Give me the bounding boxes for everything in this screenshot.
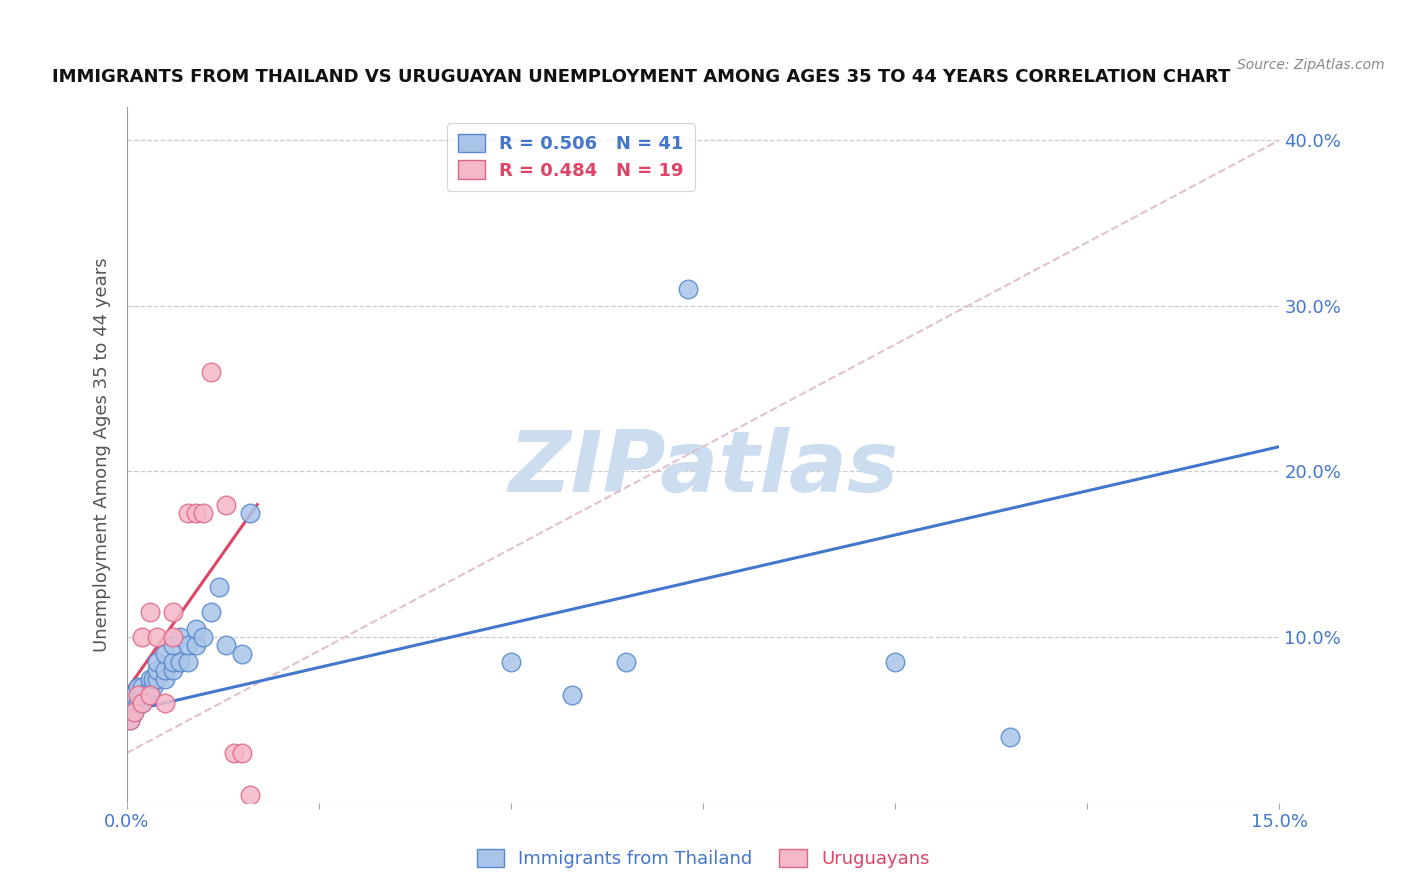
Point (146, 630, 169, 644)
Point (146, 663, 169, 677)
Point (127, 697, 149, 711)
Point (177, 506, 200, 520)
Point (142, 680, 165, 694)
Point (131, 697, 153, 711)
Text: IMMIGRANTS FROM THAILAND VS URUGUAYAN UNEMPLOYMENT AMONG AGES 35 TO 44 YEARS COR: IMMIGRANTS FROM THAILAND VS URUGUAYAN UN… (52, 68, 1230, 86)
Point (1000, 730, 1022, 744)
Point (208, 581, 231, 595)
Point (193, 630, 215, 644)
Point (499, 655, 522, 669)
Point (162, 630, 184, 644)
Point (122, 688, 145, 702)
Point (614, 655, 637, 669)
Point (224, 746, 246, 760)
Point (122, 705, 145, 719)
Legend: Immigrants from Thailand, Uruguayans: Immigrants from Thailand, Uruguayans (468, 840, 938, 877)
Point (162, 663, 184, 677)
Point (884, 655, 907, 669)
Point (184, 506, 207, 520)
Point (200, 605, 222, 619)
Point (146, 672, 169, 686)
Point (238, 788, 260, 802)
Point (153, 647, 176, 661)
Point (138, 688, 160, 702)
Point (127, 688, 149, 702)
Point (162, 639, 184, 653)
Point (138, 672, 160, 686)
Point (131, 630, 153, 644)
Point (120, 713, 142, 727)
Point (215, 639, 238, 653)
Point (184, 639, 207, 653)
Text: ZIPatlas: ZIPatlas (508, 427, 898, 510)
Point (162, 655, 184, 669)
Text: Source: ZipAtlas.com: Source: ZipAtlas.com (1237, 58, 1385, 72)
Point (153, 697, 176, 711)
Point (231, 746, 253, 760)
Point (122, 705, 145, 719)
Point (200, 365, 222, 379)
Point (131, 680, 153, 694)
Point (162, 605, 184, 619)
Point (177, 655, 200, 669)
Y-axis label: Unemployment Among Ages 35 to 44 years: Unemployment Among Ages 35 to 44 years (93, 258, 111, 652)
Point (131, 688, 153, 702)
Point (153, 672, 176, 686)
Point (238, 506, 260, 520)
Point (231, 647, 253, 661)
Point (169, 630, 191, 644)
Point (153, 663, 176, 677)
Point (184, 622, 207, 636)
Point (120, 713, 142, 727)
Point (142, 672, 165, 686)
Point (561, 688, 583, 702)
Point (127, 680, 149, 694)
Point (138, 688, 160, 702)
Point (138, 680, 160, 694)
Point (177, 639, 200, 653)
Point (131, 697, 153, 711)
Point (193, 506, 215, 520)
Point (138, 605, 160, 619)
Point (215, 498, 238, 512)
Point (676, 282, 699, 296)
Point (135, 688, 157, 702)
Point (169, 655, 191, 669)
Point (146, 655, 169, 669)
